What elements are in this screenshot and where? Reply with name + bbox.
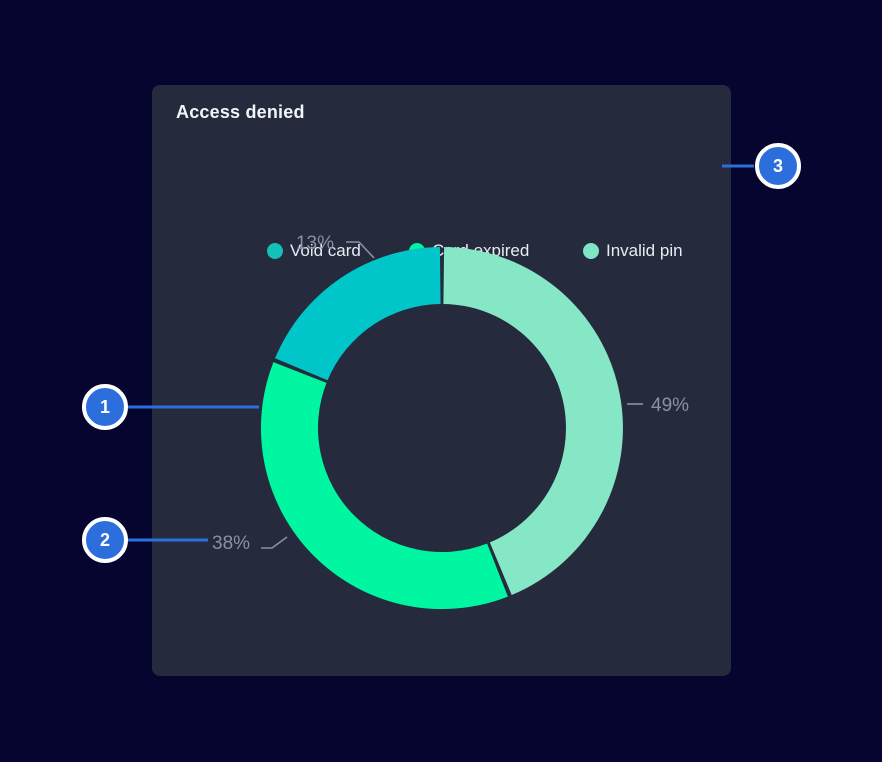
donut-chart [260, 247, 623, 610]
legend-label-void-card: Void card [290, 241, 361, 260]
legend-item-invalid-pin[interactable]: Invalid pin [583, 240, 683, 262]
legend-label-invalid-pin: Invalid pin [606, 241, 683, 260]
callout-badge-1[interactable]: 1 [82, 384, 128, 430]
callout-badge-2[interactable]: 2 [82, 517, 128, 563]
donut-slice-invalid-pin[interactable] [443, 247, 623, 595]
callout-badge-3[interactable]: 3 [755, 143, 801, 189]
legend-color-dot-invalid-pin [583, 243, 599, 259]
legend-item-void-card[interactable]: Void card [267, 240, 361, 262]
card-title: Access denied [176, 102, 305, 122]
donut-slice-card-expired[interactable] [260, 362, 508, 610]
legend-color-dot-void-card [267, 243, 283, 259]
badge-number: 3 [772, 155, 783, 176]
badge-number: 1 [99, 396, 110, 417]
donut-slice-void-card[interactable] [275, 247, 441, 381]
badge-number: 2 [99, 529, 110, 550]
